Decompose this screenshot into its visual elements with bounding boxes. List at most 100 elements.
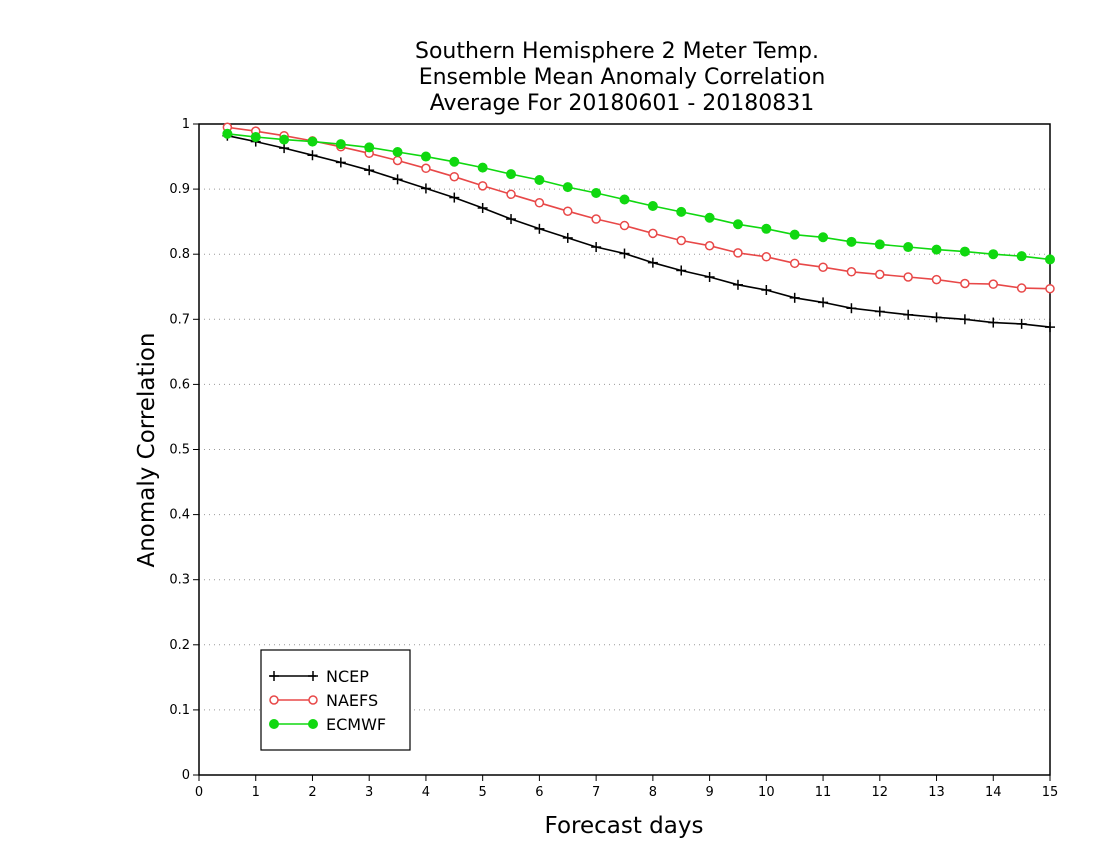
grid-lines <box>199 188 1050 711</box>
series-ncep-point <box>420 183 431 194</box>
series-ncep-point <box>818 297 829 308</box>
y-tick-label: 0 <box>182 768 190 783</box>
x-tick-label: 6 <box>535 785 543 800</box>
series-ecmwf-line <box>227 133 1051 261</box>
series-naefs-point <box>988 279 999 289</box>
x-tick-label: 7 <box>592 785 600 800</box>
series-layer <box>222 122 1055 333</box>
series-ncep-line <box>227 134 1051 328</box>
series-ecmwf-point <box>562 182 573 193</box>
series-naefs-point <box>1016 283 1027 293</box>
series-ecmwf-point <box>335 139 346 150</box>
series-ecmwf-point <box>477 162 488 173</box>
y-tick-label: 0.5 <box>169 443 190 458</box>
series-ecmwf-point <box>222 128 233 139</box>
series-naefs-point <box>648 228 658 239</box>
legend-label-ncep: NCEP <box>326 667 369 686</box>
legend-marker-naefs <box>308 695 318 705</box>
series-naefs-point <box>733 248 743 258</box>
series-ncep-point <box>988 317 999 328</box>
series-ecmwf-point <box>392 146 403 157</box>
series-ecmwf-point <box>1016 251 1027 262</box>
series-naefs-point <box>534 198 545 208</box>
series-naefs-line <box>227 126 1051 290</box>
x-tick-label: 2 <box>308 785 316 800</box>
legend-marker-ecmwf <box>269 719 279 729</box>
series-naefs-point <box>846 267 857 277</box>
series-ncep-point <box>562 232 573 243</box>
x-tick-label: 8 <box>649 785 657 800</box>
x-tick-label: 11 <box>815 785 832 800</box>
series-ecmwf-point <box>420 151 431 162</box>
y-axis-label: Anomaly Correlation <box>134 332 160 567</box>
series-ncep-point <box>534 223 545 234</box>
series-ncep-point <box>364 165 375 176</box>
series-naefs-point <box>818 262 828 272</box>
series-ncep-point <box>307 150 318 161</box>
legend: NCEP NAEFS ECMWF <box>260 649 411 751</box>
series-ncep-point <box>506 214 517 225</box>
series-ecmwf-point <box>846 236 857 247</box>
x-tick-label: 3 <box>365 785 373 800</box>
series-ncep-point <box>647 257 658 268</box>
series-ecmwf-point <box>619 194 630 205</box>
series-ncep-point <box>449 192 460 203</box>
y-tick-label: 0.3 <box>169 573 190 588</box>
series-naefs <box>222 122 1055 294</box>
series-ncep <box>222 130 1055 333</box>
x-tick-label: 13 <box>928 785 945 800</box>
legend-label-naefs: NAEFS <box>326 691 378 710</box>
series-ncep-point <box>931 312 942 323</box>
legend-marker-ncep <box>269 671 279 681</box>
series-naefs-point <box>619 220 630 231</box>
chart-title: Southern Hemisphere 2 Meter Temp. Ensemb… <box>415 39 825 116</box>
legend-entry-ecmwf: ECMWF <box>269 715 386 734</box>
legend-marker-ncep <box>308 671 318 681</box>
series-naefs-point <box>392 155 403 166</box>
series-ncep-point <box>676 265 687 276</box>
series-ecmwf-point <box>279 134 290 145</box>
x-tick-label: 15 <box>1042 785 1059 800</box>
x-tick-label: 14 <box>985 785 1002 800</box>
y-tick-label: 0.1 <box>169 703 190 718</box>
x-tick-labels: 0 1 2 3 4 5 6 7 8 9 10 11 12 13 14 15 <box>195 785 1058 800</box>
series-ncep-point <box>1016 318 1027 329</box>
series-ncep-point <box>477 202 488 213</box>
legend-entry-ncep: NCEP <box>269 667 369 686</box>
series-ecmwf-point <box>818 232 829 243</box>
y-tick-label: 0.6 <box>169 377 190 392</box>
series-ecmwf-point <box>250 132 261 143</box>
chart-title-line-3: Average For 20180601 - 20180831 <box>430 91 815 116</box>
series-ecmwf-point <box>903 242 914 253</box>
x-axis-label: Forecast days <box>545 813 704 839</box>
y-tick-labels: 0 0.1 0.2 0.3 0.4 0.5 0.6 0.7 0.8 0.9 1 <box>169 117 190 783</box>
series-naefs-point <box>1045 283 1055 294</box>
series-naefs-point <box>421 163 431 174</box>
series-naefs-point <box>704 240 715 251</box>
series-ecmwf-point <box>761 223 772 234</box>
series-ncep-point <box>279 143 290 154</box>
x-tick-label: 10 <box>758 785 775 800</box>
series-ecmwf-point <box>534 174 545 185</box>
series-ecmwf-point <box>307 136 318 147</box>
x-tick-label: 0 <box>195 785 203 800</box>
series-naefs-point <box>676 235 686 246</box>
legend-marker-ecmwf <box>308 719 318 729</box>
y-tick-label: 1 <box>182 117 190 132</box>
series-ncep-point <box>392 174 403 185</box>
y-tick-label: 0.7 <box>169 312 190 327</box>
series-ncep-point <box>704 271 715 282</box>
legend-label-ecmwf: ECMWF <box>326 715 386 734</box>
series-naefs-point <box>477 181 488 191</box>
y-tick-label: 0.4 <box>169 508 190 523</box>
y-tick-label: 0.8 <box>169 247 190 262</box>
series-naefs-point <box>903 272 913 282</box>
series-ecmwf-point <box>591 188 602 199</box>
series-ncep-point <box>732 279 743 290</box>
series-ncep-point <box>591 242 602 253</box>
x-tick-label: 1 <box>252 785 260 800</box>
series-ecmwf-point <box>506 169 517 180</box>
series-naefs-point <box>761 252 772 262</box>
x-tick-label: 5 <box>479 785 487 800</box>
axis-ticks <box>193 123 1051 781</box>
